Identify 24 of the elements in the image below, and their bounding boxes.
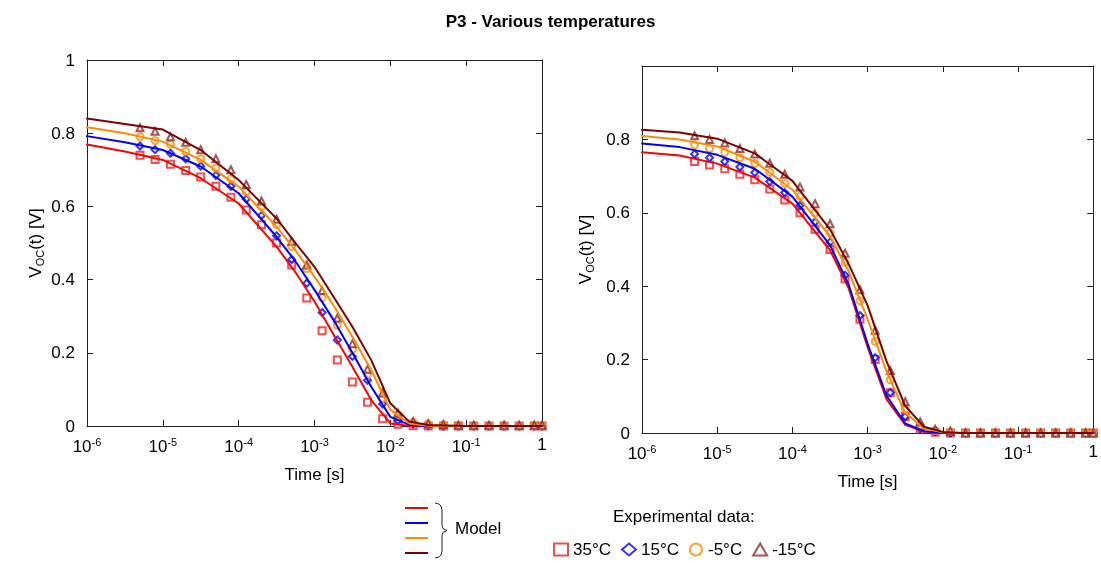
y-tick-label: 0.6 — [606, 203, 630, 223]
y-axis-title: VOC(t) [V] — [26, 208, 46, 278]
x-axis-title: Time [s] — [837, 472, 898, 491]
y-tick-label: 0.6 — [51, 196, 75, 216]
y-axis-title: VOC(t) [V] — [576, 214, 596, 285]
y-tick-label: 0.4 — [606, 276, 630, 296]
x-axis-title: Time [s] — [284, 465, 345, 484]
y-tick-label: 0 — [65, 416, 75, 436]
legend-label: 35°C — [573, 540, 611, 559]
y-tick-label: 0.2 — [606, 350, 630, 370]
chart-title: P3 - Various temperatures — [445, 12, 656, 31]
y-tick-label: 0.4 — [51, 270, 75, 290]
y-tick-label: 0.2 — [51, 343, 75, 363]
y-tick-label: 0.8 — [606, 129, 630, 149]
legend-title: Experimental data: — [613, 507, 755, 526]
text: Model — [455, 518, 502, 538]
legend-label: 15°C — [640, 540, 679, 559]
y-tick-label: 0 — [620, 423, 630, 443]
y-tick-label: 1 — [65, 50, 75, 70]
legend-label: -5°C — [707, 540, 743, 559]
legend-label: -15°C — [772, 540, 816, 559]
x-tick-label: 1 — [537, 435, 547, 454]
x-tick-label: 1 — [1088, 442, 1099, 461]
y-tick-label: 0.8 — [51, 123, 75, 143]
